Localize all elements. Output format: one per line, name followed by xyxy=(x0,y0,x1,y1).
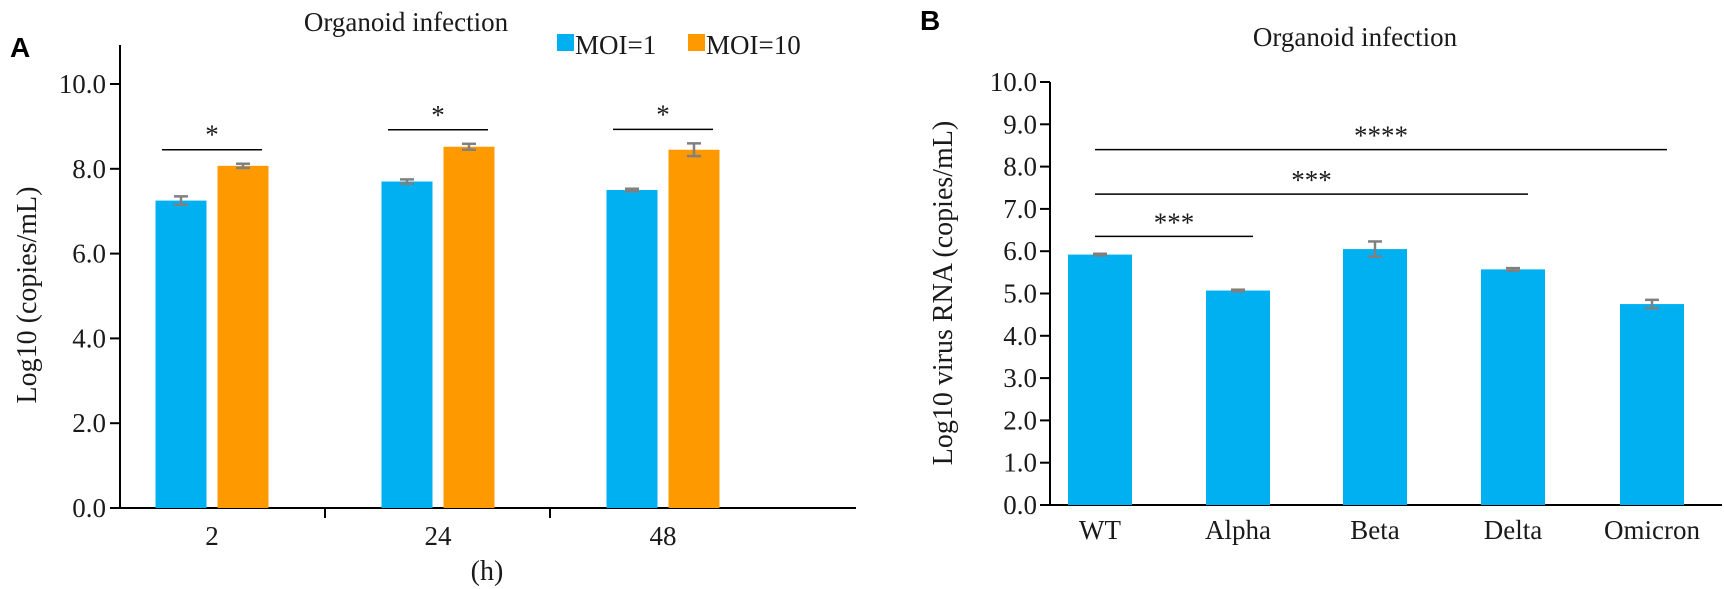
panel-b-significance-label: *** xyxy=(1291,165,1332,195)
panel-a-significance-label: * xyxy=(431,100,445,130)
panel-b-y-tick-label: 5.0 xyxy=(1003,279,1037,309)
panel-b-significance-label: **** xyxy=(1354,121,1408,151)
panel-a-x-axis-label: (h) xyxy=(471,556,504,587)
panel-a-bar xyxy=(155,200,207,508)
panel-b-x-tick-label: Alpha xyxy=(1205,515,1271,545)
panel-a-bars xyxy=(155,142,720,508)
panel-b-significance-label: *** xyxy=(1154,207,1195,237)
panel-a-y-tick-label: 8.0 xyxy=(72,154,106,184)
panel-a-legend-swatch xyxy=(688,34,705,51)
panel-b-y-tick-label: 4.0 xyxy=(1003,321,1037,351)
panel-a-significance-label: * xyxy=(656,99,670,129)
panel-b-bar xyxy=(1343,249,1407,505)
panel-b-bar xyxy=(1620,304,1684,505)
panel-b-y-tick-label: 1.0 xyxy=(1003,448,1037,478)
panel-b-bar xyxy=(1068,254,1132,505)
panel-b-bar xyxy=(1206,290,1270,505)
panel-b-bars xyxy=(1068,240,1684,505)
panel-b-y-ticks: 0.0 1.0 2.0 3.0 4.0 5.0 6.0 7.0 8.0 9.0 10.0 xyxy=(990,67,1050,520)
panel-b-y-tick-label: 9.0 xyxy=(1003,109,1037,139)
panel-a-y-tick-label: 0.0 xyxy=(72,493,106,523)
panel-a-y-tick-label: 6.0 xyxy=(72,239,106,269)
panel-a-significance-label: * xyxy=(205,120,219,150)
panel-a-y-tick-label: 10.0 xyxy=(59,69,106,99)
panel-a: A Organoid infection (h) Log10 (copies/m… xyxy=(10,7,856,587)
panel-a-x-ticks: 2 24 48 xyxy=(205,508,677,551)
panel-a-bar xyxy=(217,165,269,508)
panel-b-y-axis-label: Log10 virus RNA (copies/mL) xyxy=(928,121,959,466)
panel-b-y-tick-label: 6.0 xyxy=(1003,236,1037,266)
panel-b-y-tick-label: 8.0 xyxy=(1003,152,1037,182)
panel-a-y-tick-label: 4.0 xyxy=(72,323,106,353)
panel-a-bar xyxy=(381,181,433,508)
panel-b-significance: ********** xyxy=(1095,121,1667,237)
panel-b-title: Organoid infection xyxy=(1253,22,1458,52)
panel-b: B Organoid infection Log10 virus RNA (co… xyxy=(920,5,1722,545)
panel-a-y-axis-label: Log10 (copies/mL) xyxy=(12,187,43,404)
panel-a-x-tick-label: 48 xyxy=(650,521,677,551)
panel-a-title: Organoid infection xyxy=(304,7,509,37)
panel-b-y-tick-label: 10.0 xyxy=(990,67,1037,97)
panel-b-x-tick-label: WT xyxy=(1079,515,1121,545)
panel-b-x-tick-label: Delta xyxy=(1484,515,1542,545)
panel-a-legend-label: MOI=1 xyxy=(575,30,656,60)
panel-b-y-tick-label: 0.0 xyxy=(1003,490,1037,520)
panel-a-label: A xyxy=(10,32,30,63)
panel-b-x-ticks: WT Alpha Beta Delta Omicron xyxy=(1079,515,1700,545)
panel-b-bar xyxy=(1481,269,1545,505)
panel-a-legend-label: MOI=10 xyxy=(706,30,801,60)
panel-a-x-tick-label: 24 xyxy=(425,521,453,551)
panel-a-significance: * * * xyxy=(162,99,713,151)
panel-a-y-ticks: 0.0 2.0 4.0 6.0 8.0 10.0 xyxy=(59,69,120,523)
panel-a-bar xyxy=(606,190,658,508)
panel-b-x-tick-label: Omicron xyxy=(1604,515,1700,545)
panel-b-x-tick-label: Beta xyxy=(1350,515,1399,545)
panel-b-y-tick-label: 2.0 xyxy=(1003,405,1037,435)
panel-a-legend: MOI=1 MOI=10 xyxy=(557,30,801,60)
panel-b-y-tick-label: 7.0 xyxy=(1003,194,1037,224)
panel-a-y-tick-label: 2.0 xyxy=(72,408,106,438)
panel-a-x-tick-label: 2 xyxy=(205,521,219,551)
panel-a-bar xyxy=(668,149,720,508)
panel-a-legend-swatch xyxy=(557,34,574,51)
panel-b-y-tick-label: 3.0 xyxy=(1003,363,1037,393)
panel-b-label: B xyxy=(920,5,940,36)
panel-a-bar xyxy=(443,146,495,508)
